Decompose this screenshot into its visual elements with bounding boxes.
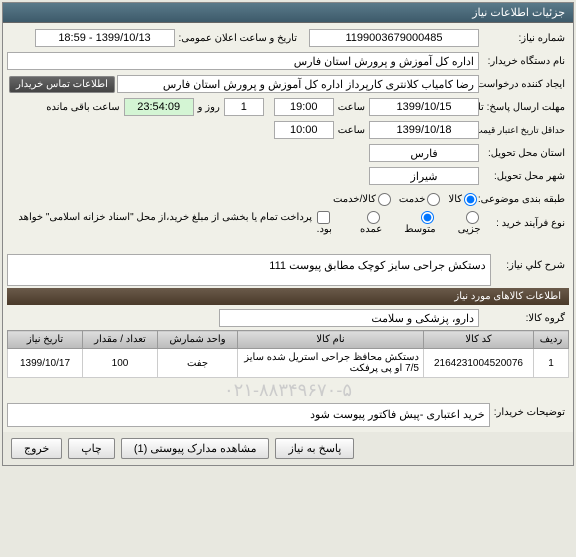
radio-large[interactable]	[367, 211, 380, 224]
creator-field: رضا کامیاب کلانتری کارپرداز اداره کل آمو…	[117, 75, 479, 93]
radio-small[interactable]	[466, 211, 479, 224]
opt-large[interactable]: عمده	[344, 211, 382, 235]
opt-medium[interactable]: متوسط	[388, 211, 435, 235]
payment-note[interactable]: پرداخت تمام یا بخشی از مبلغ خرید،از محل …	[7, 211, 332, 235]
creator-label: ایجاد کننده درخواست:	[479, 79, 569, 90]
announce-date-field: 1399/10/13 - 18:59	[35, 29, 175, 47]
city-label: شهر محل تحویل:	[479, 171, 569, 182]
deadline-label: مهلت ارسال پاسخ: تا تاریخ:	[479, 102, 569, 113]
reply-button[interactable]: پاسخ به نیاز	[275, 438, 354, 459]
th-row: ردیف	[534, 331, 569, 349]
buyer-notes-label: توضیحات خریدار:	[490, 403, 569, 418]
need-number-field: 1199003679000485	[309, 29, 479, 47]
goods-group-label: گروه کالا:	[479, 313, 569, 324]
announce-date-label: تاریخ و ساعت اعلان عمومی:	[175, 33, 302, 44]
min-validity-label: حداقل تاریخ اعتبار قیمت: تا تاریخ:	[479, 125, 569, 136]
th-name: نام کالا	[238, 331, 424, 349]
opt-service[interactable]: خدمت	[399, 193, 443, 206]
city-field: شیراز	[369, 167, 479, 185]
th-qty: تعداد / مقدار	[83, 331, 158, 349]
buyer-notes-field: خرید اعتباری -پیش فاکتور پیوست شود	[7, 403, 490, 427]
exit-button[interactable]: خروج	[11, 438, 62, 459]
classify-label: طبقه بندی موضوعی:	[479, 194, 569, 205]
general-desc-field: دستکش جراحی سایز کوچک مطابق پیوست 111	[7, 254, 491, 286]
purchase-type-group: جزیی متوسط عمده	[344, 211, 481, 235]
general-desc-label: شرح کلي نیاز:	[491, 254, 569, 271]
table-header-row: ردیف کد کالا نام کالا واحد شمارش تعداد /…	[8, 331, 569, 349]
min-validity-time-field: 10:00	[274, 121, 334, 139]
time-label-2: ساعت	[334, 125, 369, 136]
main-panel: جزئیات اطلاعات نیاز شماره نیاز: 11990036…	[2, 2, 574, 466]
cell-date: 1399/10/17	[8, 349, 83, 378]
need-number-label: شماره نیاز:	[479, 33, 569, 44]
opt-goods[interactable]: کالا	[448, 193, 479, 206]
cell-qty: 100	[83, 349, 158, 378]
radio-medium[interactable]	[421, 211, 434, 224]
panel-title: جزئیات اطلاعات نیاز	[3, 3, 573, 23]
radio-goods-service[interactable]	[378, 193, 391, 206]
countdown-field: 23:54:09	[124, 98, 194, 116]
province-label: استان محل تحویل:	[479, 148, 569, 159]
radio-goods[interactable]	[464, 193, 477, 206]
days-label: روز و	[194, 102, 224, 113]
cell-name: دستکش محافظ جراحی استریل شده سایز 7/5 او…	[238, 349, 424, 378]
buyer-org-field: اداره کل آموزش و پرورش استان فارس	[7, 52, 479, 70]
th-date: تاریخ نیاز	[8, 331, 83, 349]
remaining-label: ساعت باقی مانده	[42, 102, 123, 113]
attachments-button[interactable]: مشاهده مدارک پیوستی (1)	[121, 438, 270, 459]
purchase-type-label: نوع فرآیند خرید :	[481, 218, 569, 229]
table-row[interactable]: 1 2164231004520076 دستکش محافظ جراحی است…	[8, 349, 569, 378]
th-code: کد کالا	[424, 331, 534, 349]
days-field: 1	[224, 98, 264, 116]
goods-group-field: دارو، پزشکی و سلامت	[219, 309, 479, 327]
items-section-title: اطلاعات کالاهای مورد نیاز	[7, 288, 569, 305]
cell-row: 1	[534, 349, 569, 378]
footer-buttons: پاسخ به نیاز مشاهده مدارک پیوستی (1) چاپ…	[3, 432, 573, 465]
opt-goods-service[interactable]: کالا/خدمت	[333, 193, 393, 206]
payment-checkbox[interactable]	[317, 211, 330, 224]
contact-info-button[interactable]: اطلاعات تماس خریدار	[9, 76, 115, 93]
deadline-time-field: 19:00	[274, 98, 334, 116]
watermark: ۰۲۱-۸۸۳۴۹۶۷۰-۵	[7, 378, 569, 403]
min-validity-date-field: 1399/10/18	[369, 121, 479, 139]
items-table: ردیف کد کالا نام کالا واحد شمارش تعداد /…	[7, 330, 569, 378]
province-field: فارس	[369, 144, 479, 162]
th-unit: واحد شمارش	[158, 331, 238, 349]
radio-service[interactable]	[427, 193, 440, 206]
deadline-date-field: 1399/10/15	[369, 98, 479, 116]
time-label-1: ساعت	[334, 102, 369, 113]
opt-small[interactable]: جزیی	[442, 211, 481, 235]
buyer-org-label: نام دستگاه خریدار:	[479, 56, 569, 67]
cell-code: 2164231004520076	[424, 349, 534, 378]
panel-body: شماره نیاز: 1199003679000485 تاریخ و ساع…	[3, 23, 573, 432]
cell-unit: جفت	[158, 349, 238, 378]
classify-radio-group: کالا خدمت کالا/خدمت	[333, 193, 479, 206]
print-button[interactable]: چاپ	[68, 438, 115, 459]
